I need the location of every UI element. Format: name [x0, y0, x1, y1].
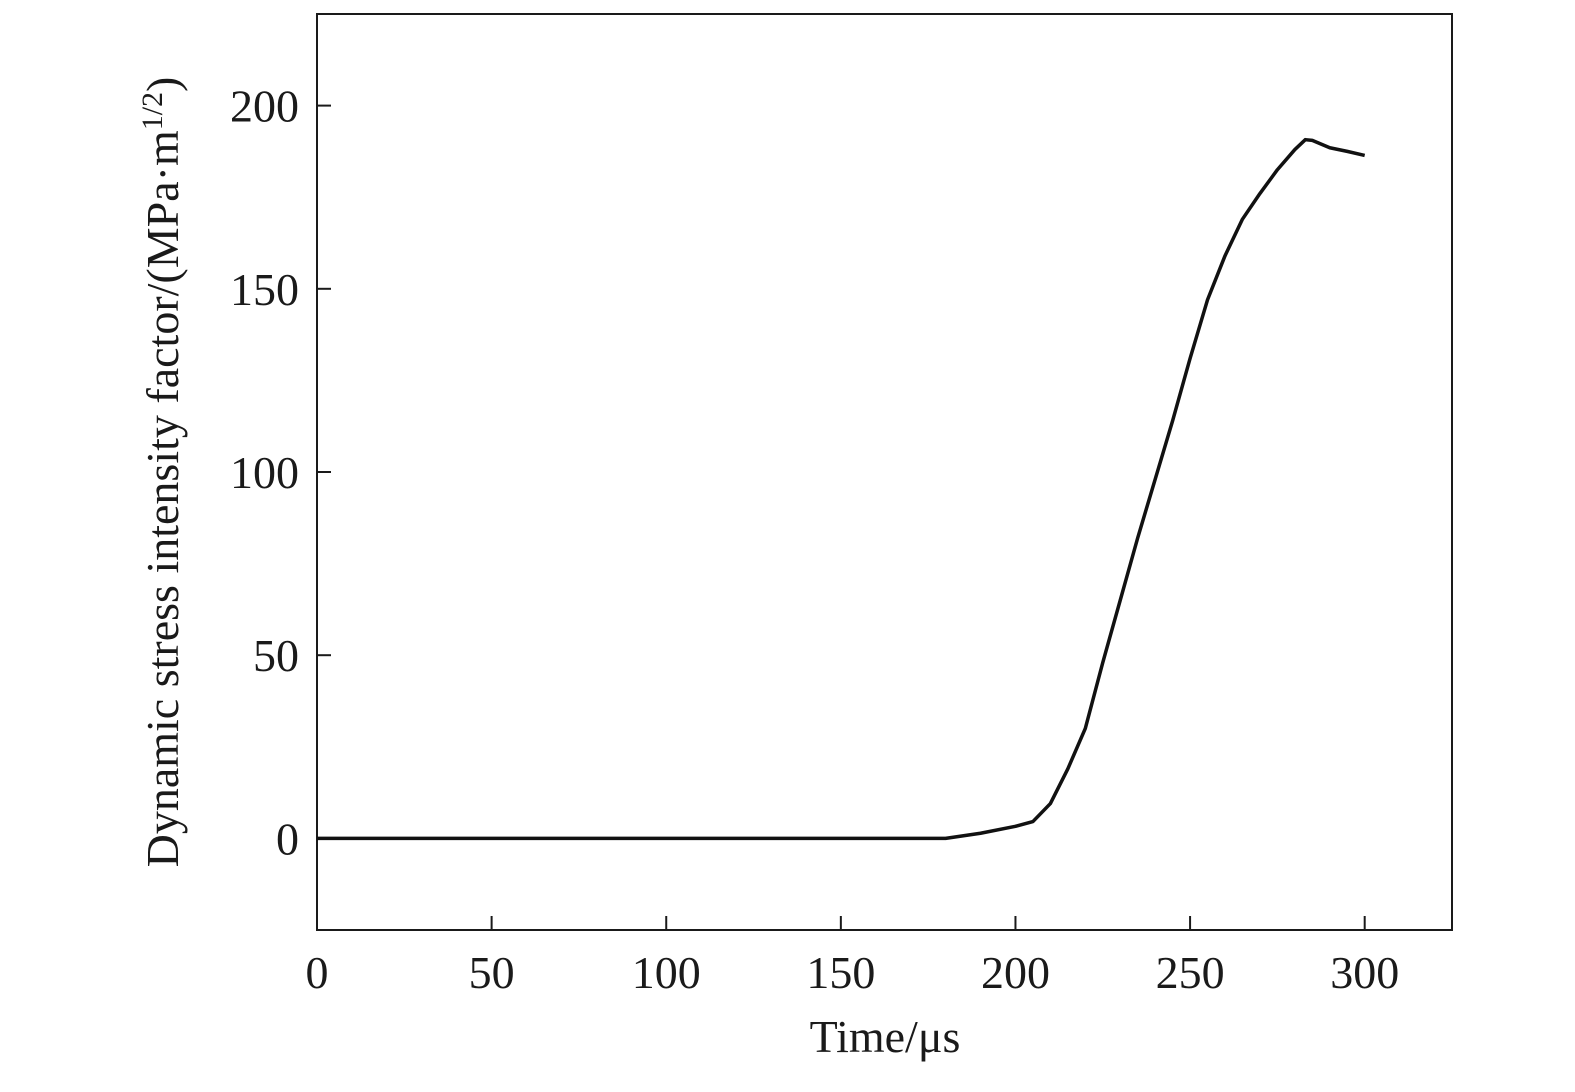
x-tick-label: 0 — [306, 947, 329, 998]
y-tick-label: 0 — [276, 813, 299, 864]
x-tick-label: 150 — [806, 947, 875, 998]
x-tick-label: 200 — [981, 947, 1050, 998]
x-tick-label: 300 — [1330, 947, 1399, 998]
y-tick-label: 50 — [253, 630, 299, 681]
x-tick-label: 100 — [632, 947, 701, 998]
x-tick-label: 50 — [469, 947, 515, 998]
x-axis-label: Time/μs — [810, 1011, 961, 1062]
data-line — [317, 137, 1366, 841]
y-tick-label: 150 — [230, 264, 299, 315]
y-tick-label: 200 — [230, 81, 299, 132]
y-axis-label: Dynamic stress intensity factor/(MPa·m1/… — [136, 77, 188, 868]
y-axis-label-main: Dynamic stress intensity factor/(MPa·m — [137, 130, 188, 867]
y-tick-label: 100 — [230, 447, 299, 498]
y-axis-label-end: ) — [137, 77, 188, 92]
x-tick-label: 250 — [1156, 947, 1225, 998]
y-axis-label-sup: 1/2 — [136, 92, 169, 130]
